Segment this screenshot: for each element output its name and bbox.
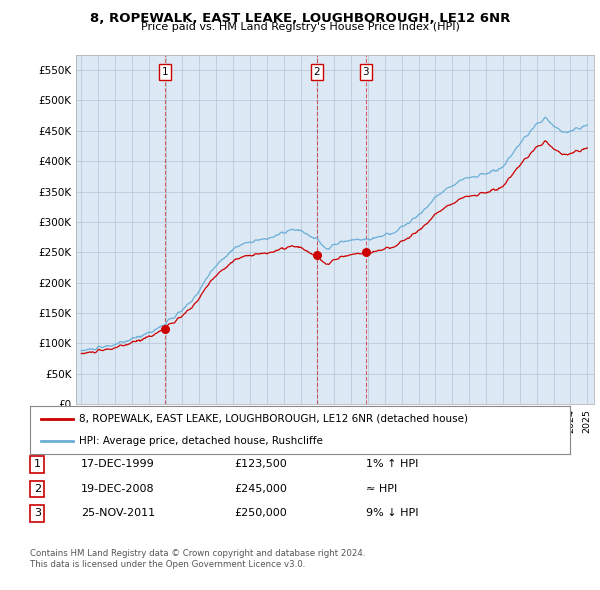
Text: Contains HM Land Registry data © Crown copyright and database right 2024.: Contains HM Land Registry data © Crown c…: [30, 549, 365, 558]
Text: 25-NOV-2011: 25-NOV-2011: [81, 509, 155, 518]
Text: 3: 3: [34, 509, 41, 518]
Text: This data is licensed under the Open Government Licence v3.0.: This data is licensed under the Open Gov…: [30, 560, 305, 569]
Text: 17-DEC-1999: 17-DEC-1999: [81, 460, 155, 469]
Text: 19-DEC-2008: 19-DEC-2008: [81, 484, 155, 494]
Text: 3: 3: [362, 67, 369, 77]
Text: 9% ↓ HPI: 9% ↓ HPI: [366, 509, 419, 518]
Text: HPI: Average price, detached house, Rushcliffe: HPI: Average price, detached house, Rush…: [79, 436, 322, 446]
Text: ≈ HPI: ≈ HPI: [366, 484, 397, 494]
Text: Price paid vs. HM Land Registry's House Price Index (HPI): Price paid vs. HM Land Registry's House …: [140, 22, 460, 32]
Text: 1: 1: [161, 67, 168, 77]
Text: £250,000: £250,000: [234, 509, 287, 518]
Text: 2: 2: [34, 484, 41, 494]
Text: £245,000: £245,000: [234, 484, 287, 494]
Text: 1: 1: [34, 460, 41, 469]
Text: 1% ↑ HPI: 1% ↑ HPI: [366, 460, 418, 469]
Text: 2: 2: [313, 67, 320, 77]
Text: 8, ROPEWALK, EAST LEAKE, LOUGHBOROUGH, LE12 6NR: 8, ROPEWALK, EAST LEAKE, LOUGHBOROUGH, L…: [90, 12, 510, 25]
Text: 8, ROPEWALK, EAST LEAKE, LOUGHBOROUGH, LE12 6NR (detached house): 8, ROPEWALK, EAST LEAKE, LOUGHBOROUGH, L…: [79, 414, 467, 424]
Text: £123,500: £123,500: [234, 460, 287, 469]
